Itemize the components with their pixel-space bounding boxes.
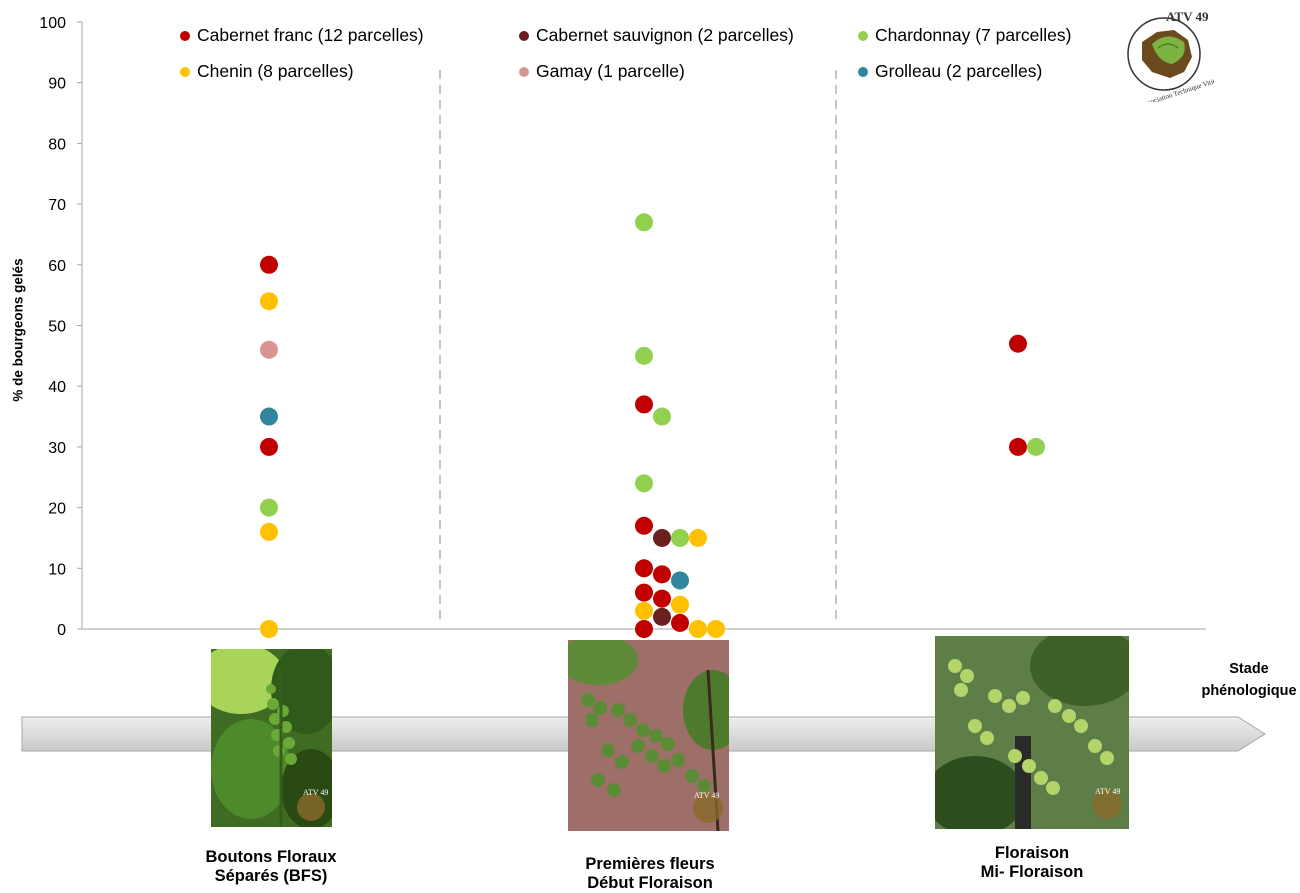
legend-marker	[180, 30, 190, 41]
stage-photo-mi-floraison: ATV 49	[935, 636, 1129, 829]
legend-label: Grolleau (2 parcelles)	[875, 61, 1043, 81]
data-point	[653, 407, 671, 426]
y-tick-label: 0	[57, 622, 66, 639]
legend-marker	[519, 66, 529, 77]
data-point	[635, 213, 653, 232]
stage-label-bfs: Boutons Floraux Séparés (BFS)	[205, 848, 336, 886]
photo-watermark: ATV 49	[694, 791, 719, 800]
y-tick-label: 90	[48, 76, 66, 93]
legend-label: Chenin (8 parcelles)	[197, 61, 354, 81]
data-point	[635, 474, 653, 493]
data-point	[653, 528, 671, 547]
legend-marker	[519, 30, 529, 41]
data-point	[260, 292, 278, 311]
y-tick-label: 100	[39, 15, 66, 32]
data-point	[260, 255, 278, 274]
data-point	[260, 340, 278, 359]
x-axis-label-line1: Stade	[1229, 661, 1269, 677]
data-point	[689, 528, 707, 547]
legend-label: Gamay (1 parcelle)	[536, 61, 685, 81]
legend-item: Cabernet franc (12 parcelles)	[180, 25, 424, 46]
data-point	[635, 620, 653, 638]
stage-label-mi-line2: Mi- Floraison	[980, 863, 1084, 881]
data-point	[260, 522, 278, 541]
y-tick-label: 40	[48, 379, 66, 396]
data-point	[635, 583, 653, 602]
x-axis-label: Stade phénologique	[1196, 658, 1300, 702]
data-point	[1009, 437, 1027, 456]
data-point	[260, 620, 278, 638]
legend-item: Cabernet sauvignon (2 parcelles)	[519, 25, 794, 46]
data-point	[689, 620, 707, 638]
data-point	[707, 620, 725, 638]
data-point	[635, 601, 653, 620]
data-point	[653, 607, 671, 626]
y-tick-label: 80	[48, 136, 66, 153]
legend-label: Cabernet sauvignon (2 parcelles)	[536, 25, 794, 45]
y-tick-label: 30	[48, 440, 66, 457]
stage-photo-debut-floraison: ATV 49	[568, 640, 729, 831]
stage-label-mi-floraison: Floraison Mi- Floraison	[981, 844, 1084, 882]
photo-watermark: ATV 49	[1095, 787, 1120, 796]
data-point	[1009, 334, 1027, 353]
legend-label: Cabernet franc (12 parcelles)	[197, 25, 424, 45]
data-point	[260, 498, 278, 517]
legend-label: Chardonnay (7 parcelles)	[875, 25, 1072, 45]
y-tick-label: 60	[48, 258, 66, 275]
data-point	[671, 613, 689, 632]
data-point	[635, 516, 653, 535]
data-point	[671, 528, 689, 547]
data-point	[635, 395, 653, 414]
stage-label-debut-line2: Début Floraison	[587, 874, 713, 892]
photo-watermark: ATV 49	[303, 788, 328, 797]
legend-marker	[858, 30, 868, 41]
y-tick-label: 70	[48, 197, 66, 214]
y-tick-label: 10	[48, 561, 66, 578]
stage-label-mi-line1: Floraison	[994, 844, 1070, 862]
svg-text:ATV 49: ATV 49	[1166, 9, 1209, 24]
y-tick-label: 50	[48, 319, 66, 336]
data-point	[260, 407, 278, 426]
legend-marker	[180, 66, 190, 77]
y-axis-label: % de bourgeons gelés	[10, 258, 26, 402]
data-point	[260, 437, 278, 456]
legend-item: Chardonnay (7 parcelles)	[858, 25, 1072, 46]
stage-label-bfs-line1: Boutons Floraux	[205, 848, 337, 866]
data-point	[671, 595, 689, 614]
legend-marker	[858, 66, 868, 77]
legend-item: Grolleau (2 parcelles)	[858, 61, 1042, 82]
data-point	[635, 346, 653, 365]
atv49-logo: ATV 49 Association Technique Viticole	[1122, 2, 1225, 109]
legend-item: Gamay (1 parcelle)	[519, 61, 685, 82]
stage-label-debut-line1: Premières fleurs	[585, 855, 715, 873]
stage-label-bfs-line2: Séparés (BFS)	[214, 867, 328, 885]
data-point	[635, 559, 653, 578]
stage-photo-bfs: ATV 49	[211, 649, 332, 827]
data-point	[671, 571, 689, 590]
data-point	[653, 565, 671, 584]
y-tick-label: 20	[48, 501, 66, 518]
data-point	[1027, 437, 1045, 456]
stage-label-debut-floraison: Premières fleurs Début Floraison	[585, 855, 714, 893]
x-axis-label-line2: phénologique	[1201, 683, 1297, 699]
data-point	[653, 589, 671, 608]
legend-item: Chenin (8 parcelles)	[180, 61, 354, 82]
